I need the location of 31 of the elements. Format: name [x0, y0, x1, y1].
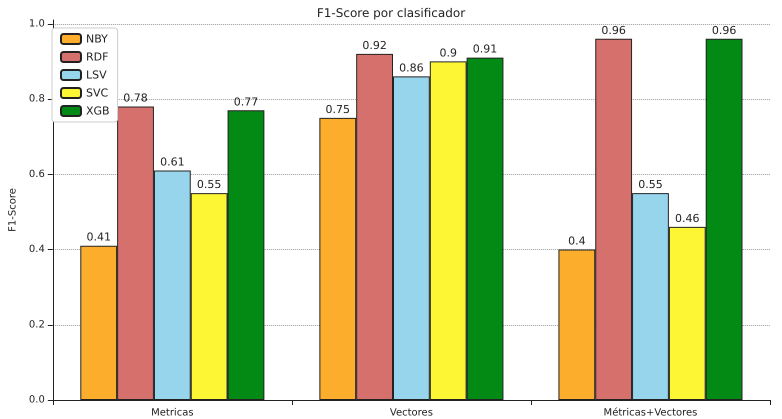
y-tick-label: 0.0	[28, 394, 45, 406]
legend-label: RDF	[86, 50, 108, 64]
data-label: 0.96	[712, 24, 736, 37]
data-label: 0.55	[638, 178, 663, 192]
x-tick-label: Metricas	[151, 408, 194, 418]
data-label: 0.78	[123, 92, 148, 105]
data-label: 0.4	[568, 234, 586, 248]
legend-label: NBY	[86, 32, 108, 46]
y-tick-label: 0.2	[28, 319, 45, 330]
data-label: 0.96	[601, 24, 626, 37]
data-label: 0.86	[399, 61, 424, 74]
data-label: 0.9	[439, 46, 457, 60]
y-tick-label: 0.8	[28, 94, 45, 105]
chart-title: F1-Score por clasificador	[316, 6, 466, 20]
data-label: 0.41	[86, 230, 111, 244]
data-label: 0.75	[326, 102, 350, 116]
legend-label: LSV	[86, 68, 108, 82]
data-label: 0.55	[196, 178, 222, 192]
data-label: 0.92	[362, 38, 387, 52]
x-tick-label: Vectores	[390, 408, 433, 418]
data-label: 0.46	[675, 212, 700, 225]
legend-label: SVC	[86, 86, 109, 100]
y-tick-label: 0.4	[28, 244, 45, 256]
y-axis-title: F1-Score	[8, 188, 18, 232]
x-tick-label: Métricas+Vectores	[604, 408, 698, 418]
legend-label: XGB	[86, 104, 110, 118]
data-label: 0.91	[472, 42, 498, 56]
y-tick-label: 0.6	[28, 168, 45, 180]
y-tick-label: 1.0	[28, 18, 45, 30]
data-label: 0.77	[234, 95, 258, 108]
data-label: 0.61	[160, 155, 185, 168]
